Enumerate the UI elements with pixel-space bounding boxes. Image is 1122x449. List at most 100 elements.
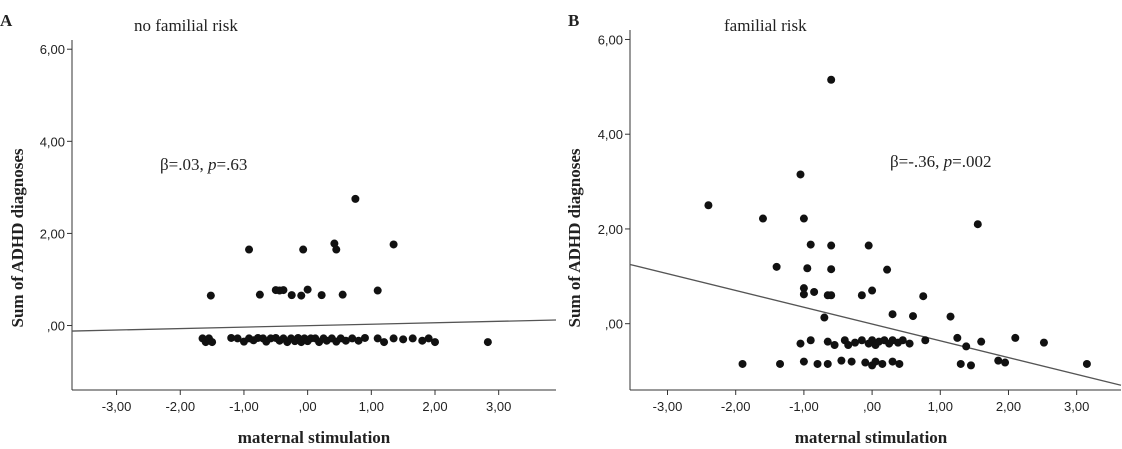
panel-b-data-point [973, 220, 982, 229]
panel-b-title: familial risk [724, 16, 807, 35]
panel-b-y-axis-title: Sum of ADHD diagnoses [565, 148, 584, 327]
panel-b-letter: B [568, 11, 579, 30]
panel-b-data-point [799, 214, 808, 223]
panel-a-y-tick-label: 6,00 [40, 42, 65, 57]
panel-b-data-point [1039, 338, 1048, 347]
panel-b-data-point [868, 286, 877, 295]
panel-b-data-point [803, 264, 812, 273]
panel-b-data-point [1011, 333, 1020, 342]
panel-b-data-point [796, 170, 805, 179]
panel-a-data-point [287, 291, 296, 300]
panel-a-data-point [227, 333, 236, 342]
panel-a-data-point [297, 291, 306, 300]
panel-a-data-point [431, 338, 439, 347]
panel-a-x-tick-label: -1,00 [229, 399, 259, 414]
panel-b-data-point [1082, 359, 1091, 368]
panel-a-x-tick-label: 3,00 [486, 399, 511, 414]
panel-a-x-tick-label: ,00 [299, 399, 317, 414]
panel-b-data-point [796, 339, 805, 348]
panel-a-y-tick-label: 2,00 [40, 226, 65, 241]
panel-b-data-point [1001, 358, 1010, 367]
panel-b-data-point [827, 241, 836, 250]
panel-a-x-tick-label: -3,00 [102, 399, 132, 414]
panel-b-data-point [704, 201, 713, 210]
panel-b-x-tick-label: ,00 [863, 399, 881, 414]
panel-b-data-point [837, 356, 846, 365]
panel-a-title: no familial risk [134, 16, 238, 35]
panel-a-data-point [299, 245, 308, 254]
panel-b-x-axis-title: maternal stimulation [795, 428, 948, 447]
panel-a-data-point [255, 290, 264, 299]
panel-a-data-point [354, 336, 363, 345]
panel-b-y-tick-label: 6,00 [598, 32, 623, 47]
panel-b-data-point [827, 291, 836, 300]
panel-b-stat-annotation: β=-.36, p=.002 [890, 152, 992, 171]
panel-b-x-tick-label: 3,00 [1064, 399, 1089, 414]
panel-b-data-point [883, 265, 892, 274]
panel-a-data-point [332, 245, 341, 254]
panel-b-data-point [827, 75, 836, 84]
panel-b-data-point [977, 337, 986, 346]
panel-b-data-point [919, 292, 928, 301]
panel-b-y-tick-label: 4,00 [598, 127, 623, 142]
panel-b-x-tick-label: -1,00 [789, 399, 819, 414]
panel-b-data-point [799, 284, 808, 293]
panel-b-data-point [895, 359, 904, 368]
panel-a-data-point [483, 338, 492, 347]
panel-b-data-point [905, 339, 914, 348]
panel-b-y-tick-label: 2,00 [598, 222, 623, 237]
panel-a-data-point [373, 334, 382, 343]
panel-a-y-axis-title: Sum of ADHD diagnoses [8, 148, 27, 327]
panel-b-data-point [823, 337, 832, 346]
panel-b-y-tick-label: ,00 [605, 317, 623, 332]
panel-a-data-point [389, 240, 398, 249]
panel-b-data-point [820, 313, 829, 322]
panel-a-x-tick-label: -2,00 [165, 399, 195, 414]
panel-b-data-point [847, 357, 856, 366]
panel-a-y-tick-label: 4,00 [40, 134, 65, 149]
panel-b-data-point [946, 312, 955, 321]
panel-b-data-point [898, 336, 907, 345]
panel-b-regression-line [629, 263, 1122, 386]
panel-a-data-point [399, 335, 408, 344]
panel-a-regression-line [71, 319, 557, 332]
panel-b-data-point [966, 361, 975, 370]
panel-b-data-point [776, 359, 785, 368]
panel-a-x-tick-label: 2,00 [422, 399, 447, 414]
panel-b-data-point [799, 357, 808, 366]
panel-b-data-point [953, 333, 962, 342]
panel-b-data-point [857, 291, 866, 300]
panel-b-data-point [851, 338, 860, 347]
panel-b-data-point [844, 341, 853, 349]
panel-b-x-tick-label: 2,00 [996, 399, 1021, 414]
panel-a-data-point [348, 334, 357, 343]
panel-b-data-point [810, 287, 819, 296]
panel-a-y-tick-label: ,00 [47, 319, 65, 334]
panel-a-data-point [424, 334, 433, 343]
panel-b-data-point [738, 359, 747, 368]
panel-b-x-tick-label: 1,00 [928, 399, 953, 414]
panel-a-data-point [389, 334, 398, 343]
panel-b-data-point [888, 310, 897, 319]
panel-b-data-point [806, 336, 815, 345]
panel-a-x-axis-title: maternal stimulation [238, 428, 391, 447]
panel-b-data-point [830, 341, 839, 349]
panel-b-data-point [827, 265, 836, 274]
panel-a-data-point [418, 336, 427, 345]
panel-b-data-point [758, 214, 767, 223]
panel-a-data-point [233, 334, 242, 343]
panel-a-data-point [245, 245, 254, 254]
panel-b-data-point [823, 359, 832, 368]
panel-a-data-point [373, 286, 382, 295]
panel-b-data-point [909, 312, 918, 321]
panel-a-stat-annotation: β=.03, p=.63 [160, 155, 247, 174]
panel-b-data-point [962, 342, 971, 351]
panel-b-data-point [888, 357, 897, 366]
panel-b-plot: -3,00 -2,00 -1,00 ,00 1,00 2,00 3,00 ,00 2,00 4,0… [598, 30, 1122, 414]
panel-b-x-tick-label: -3,00 [653, 399, 683, 414]
panel-a-data-point [360, 333, 369, 342]
panel-b-x-tick-label: -2,00 [721, 399, 751, 414]
panel-a-letter: A [0, 11, 13, 30]
panel-a-data-point [208, 338, 217, 347]
panel-b-data-point [861, 358, 870, 367]
